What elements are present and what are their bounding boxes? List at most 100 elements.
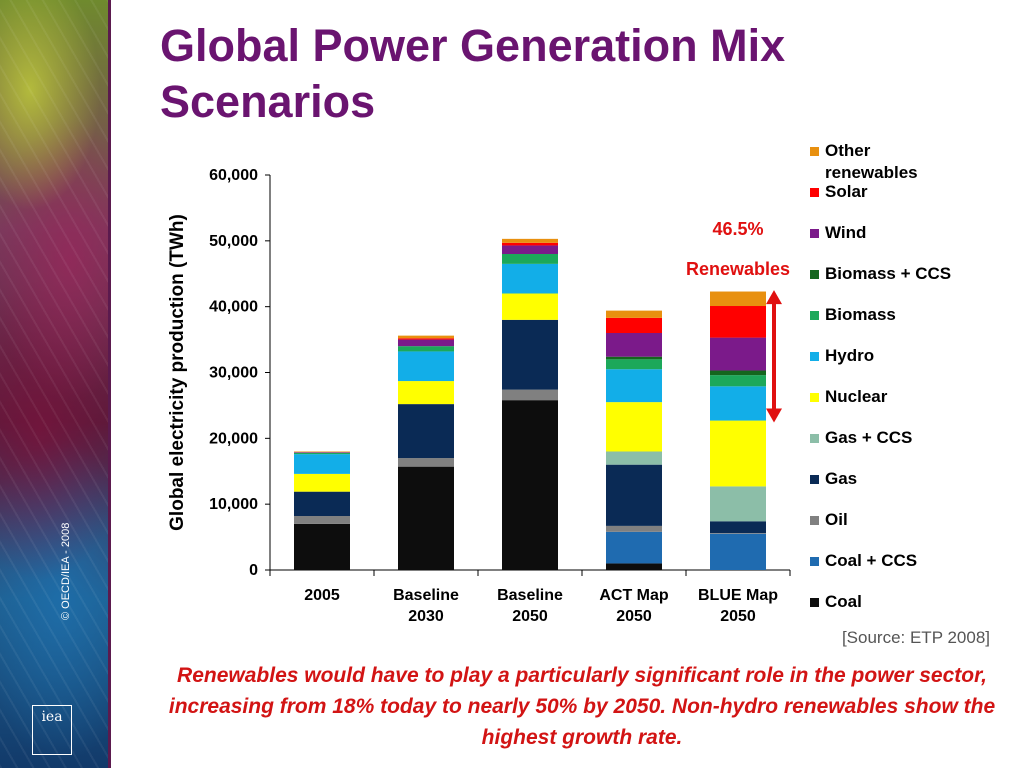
bar-segment-gas-ccs <box>606 451 662 465</box>
legend-label: Biomass + CCS <box>825 264 951 283</box>
bar-segment-oil <box>398 458 454 467</box>
bar-segment-biomass <box>294 452 350 455</box>
x-category-label: ACT Map <box>599 587 669 604</box>
bar-segment-nuclear <box>502 293 558 320</box>
bar-segment-biomass <box>398 346 454 352</box>
bar-segment-coal <box>502 400 558 570</box>
y-tick-label: 10,000 <box>209 496 258 513</box>
bar-segment-other-renewables <box>502 238 558 243</box>
vertical-divider <box>108 0 111 768</box>
legend-label: Coal <box>825 592 862 611</box>
bar-segment-wind <box>606 333 662 357</box>
legend-label: Nuclear <box>825 387 888 406</box>
bar-segment-gas <box>502 319 558 390</box>
legend-label: Other renewables <box>825 141 918 182</box>
legend-label-line: renewables <box>825 163 918 182</box>
bar-segment-hydro <box>606 369 662 403</box>
bar-segment-nuclear <box>398 381 454 405</box>
legend-label-line: Other <box>825 141 871 160</box>
y-tick-label: 30,000 <box>209 365 258 382</box>
legend-swatch <box>810 557 819 566</box>
bar-segment-oil <box>710 533 766 534</box>
renewables-arrow-head-up <box>766 290 782 305</box>
slide-title: Global Power Generation Mix Scenarios <box>160 20 786 127</box>
bar-segment-coal-ccs <box>606 531 662 564</box>
bar-segment-coal <box>294 523 350 570</box>
source-citation: [Source: ETP 2008] <box>841 628 990 647</box>
x-category-label: 2050 <box>720 608 756 625</box>
bar-segment-wind <box>710 337 766 371</box>
bar-segment-gas <box>710 521 766 534</box>
bar-segment-solar <box>502 242 558 246</box>
legend-label: Gas <box>825 469 857 488</box>
x-category-label: BLUE Map <box>698 587 778 604</box>
bar-segment-oil <box>294 516 350 524</box>
y-tick-label: 60,000 <box>209 167 258 184</box>
legend-label: Oil <box>825 510 848 529</box>
legend-swatch <box>810 147 819 156</box>
legend-swatch <box>810 188 819 197</box>
renewables-arrow-head-down <box>766 408 782 423</box>
legend-swatch <box>810 516 819 525</box>
bar-segment-other-renewables <box>294 451 350 453</box>
annotation-renewables: Renewables <box>686 259 790 279</box>
bar-segment-other-renewables <box>398 335 454 339</box>
annotation-percent: 46.5% <box>712 219 763 239</box>
bar-segment-wind <box>502 245 558 254</box>
legend-swatch <box>810 311 819 320</box>
bar-segment-hydro <box>294 454 350 474</box>
x-category-label: Baseline <box>497 587 563 604</box>
bar-segment-gas <box>294 491 350 517</box>
legend-label: Gas + CCS <box>825 428 912 447</box>
x-category-label: 2050 <box>512 608 548 625</box>
x-category-label: 2005 <box>304 587 340 604</box>
x-category-label: 2050 <box>616 608 652 625</box>
bar-segment-solar <box>710 306 766 338</box>
bar-segment-other-renewables <box>606 310 662 318</box>
legend-swatch <box>810 352 819 361</box>
y-tick-label: 40,000 <box>209 299 258 316</box>
bar-segment-coal <box>398 466 454 570</box>
y-tick-label: 50,000 <box>209 233 258 250</box>
slide-caption: Renewables would have to play a particul… <box>168 664 996 749</box>
bar-segment-biomass <box>502 254 558 264</box>
legend-label: Solar <box>825 182 868 201</box>
y-tick-label: 0 <box>249 562 258 579</box>
logo-text: iea <box>41 709 63 725</box>
bar-segment-gas-ccs <box>710 486 766 522</box>
bar-segment-other-renewables <box>710 291 766 307</box>
x-category-label: Baseline <box>393 587 459 604</box>
bar-segment-biomass <box>606 359 662 370</box>
decorative-side-strip <box>0 0 108 768</box>
bar-segment-oil <box>502 389 558 401</box>
copyright-notice: © OECD/IEA - 2008 <box>60 522 72 620</box>
legend-label: Hydro <box>825 346 874 365</box>
bar-segment-oil <box>606 525 662 532</box>
x-category-label: 2030 <box>408 608 444 625</box>
legend-swatch <box>810 475 819 484</box>
bar-segment-hydro <box>502 263 558 294</box>
legend-swatch <box>810 393 819 402</box>
stacked-bar-chart: 0 10,000 20,000 30,000 40,000 50,000 60,000 Glo… <box>167 141 951 625</box>
bar-segment-nuclear <box>606 402 662 452</box>
iea-logo: iea <box>32 705 72 755</box>
legend-swatch <box>810 434 819 443</box>
legend-swatch <box>810 270 819 279</box>
bar-segment-solar <box>398 338 454 340</box>
bar-segment-nuclear <box>294 473 350 492</box>
legend-swatch <box>810 229 819 238</box>
bar-segment-gas <box>606 464 662 526</box>
bar-segment-wind <box>398 339 454 347</box>
bar-segment-coal <box>606 563 662 570</box>
bar-segment-biomass <box>710 375 766 387</box>
bar-segment-biomass-ccs <box>710 370 766 376</box>
bar-segment-hydro <box>398 351 454 382</box>
legend-label: Coal + CCS <box>825 551 917 570</box>
bar-segment-gas <box>398 404 454 459</box>
bar-segment-biomass-ccs <box>606 356 662 360</box>
bar-segment-wind <box>294 452 350 453</box>
bar-segment-solar <box>606 317 662 333</box>
bar-segment-hydro <box>710 386 766 421</box>
legend-label: Wind <box>825 223 866 242</box>
legend-swatch <box>810 598 819 607</box>
